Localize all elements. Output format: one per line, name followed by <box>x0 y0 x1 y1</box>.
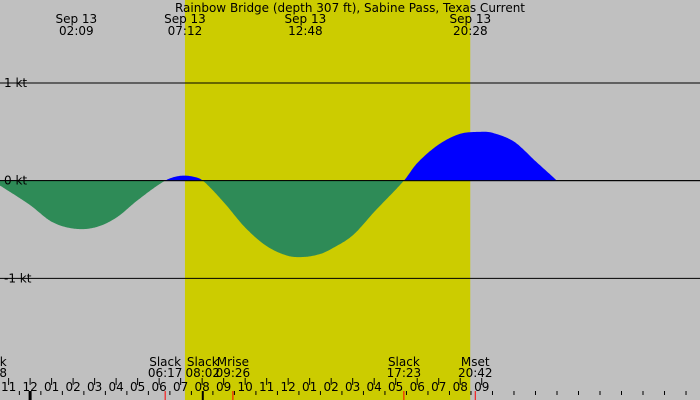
top-event-date: Sep 13 <box>55 12 97 26</box>
bottom-event-time: 08:02 <box>185 366 220 380</box>
chart-title: Rainbow Bridge (depth 307 ft), Sabine Pa… <box>175 1 525 15</box>
flood-area <box>165 175 203 181</box>
current-areas <box>0 131 700 258</box>
x-tick-label: 08 <box>453 380 468 394</box>
x-tick-label: 12 <box>22 380 37 394</box>
bottom-event-label: Slack <box>149 355 181 369</box>
x-tick-label: 09 <box>216 380 231 394</box>
x-tick-label: 10 <box>238 380 253 394</box>
x-tick-label: 05 <box>388 380 403 394</box>
x-tick-label: 07 <box>431 380 446 394</box>
y-tick-label: -1 kt <box>4 271 32 285</box>
x-tick-label: 09 <box>474 380 489 394</box>
bottom-event-label: Mrise <box>217 355 249 369</box>
top-event-time: 12:48 <box>288 24 323 38</box>
x-tick-label: 05 <box>130 380 145 394</box>
x-tick-label: 06 <box>151 380 166 394</box>
x-tick-label: 01 <box>44 380 59 394</box>
ebb-area <box>0 180 165 230</box>
top-event-date: Sep 13 <box>449 12 491 26</box>
top-event-time: 02:09 <box>59 24 94 38</box>
bottom-event-label: Mset <box>461 355 490 369</box>
bottom-event-time: 17:23 <box>387 366 422 380</box>
x-tick-label: 11 <box>259 380 274 394</box>
x-tick-label: 06 <box>410 380 425 394</box>
top-event-time: 07:12 <box>168 24 203 38</box>
bottom-event-time: 8 <box>0 366 7 380</box>
bottom-event-time: 06:17 <box>148 366 183 380</box>
x-tick-label: 12 <box>281 380 296 394</box>
x-tick-label: 04 <box>108 380 123 394</box>
x-axis: 11 12 01 02 03 04 05 06 07 08 09 10 11 12 01 02 03 04 05 06… <box>1 378 687 400</box>
ebb-area <box>203 180 404 258</box>
bottom-event-labels: k8Slack06:17Slack08:02Mrise09:26Slack17:… <box>0 355 493 380</box>
x-tick-label: 04 <box>367 380 382 394</box>
x-tick-label: 07 <box>173 380 188 394</box>
x-tick-label: 08 <box>195 380 210 394</box>
x-tick-label: 03 <box>87 380 102 394</box>
bottom-event-time: 09:26 <box>216 366 251 380</box>
bottom-event-label: k <box>0 355 7 369</box>
x-tick-label: 01 <box>302 380 317 394</box>
bottom-event-time: 20:42 <box>458 366 493 380</box>
flood-area <box>404 131 700 181</box>
y-tick-label: 0 kt <box>4 174 27 188</box>
x-tick-label: 02 <box>65 380 80 394</box>
x-tick-label: 11 <box>1 380 16 394</box>
x-tick-label: 03 <box>345 380 360 394</box>
bottom-event-label: Slack <box>388 355 420 369</box>
y-axis-labels: 1 kt 0 kt -1 kt <box>4 76 32 285</box>
y-tick-label: 1 kt <box>4 76 27 90</box>
top-event-time: 20:28 <box>453 24 488 38</box>
top-event-date: Sep 13 <box>164 12 206 26</box>
x-tick-label: 02 <box>324 380 339 394</box>
top-event-date: Sep 13 <box>285 12 327 26</box>
bottom-event-label: Slack <box>187 355 219 369</box>
